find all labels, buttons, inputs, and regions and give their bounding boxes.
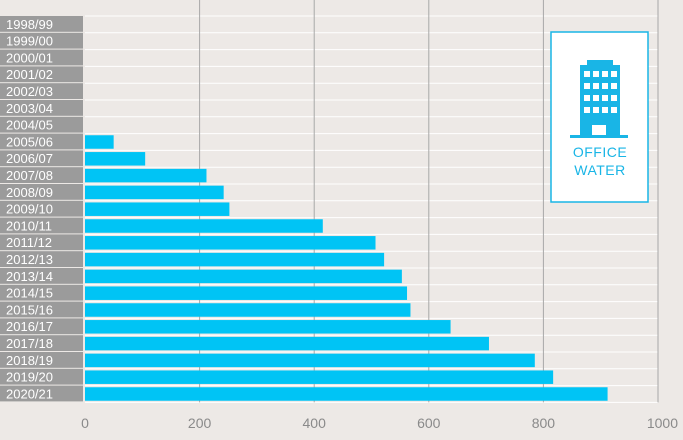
category-label: 2007/08 <box>6 168 53 183</box>
bar <box>85 135 114 149</box>
bar <box>85 219 323 233</box>
bar <box>85 152 146 166</box>
bar <box>85 387 608 401</box>
category-label-bg <box>0 301 83 318</box>
category-label-bg <box>0 200 83 217</box>
category-label-bg <box>0 335 83 351</box>
category-label: 2008/09 <box>6 185 53 200</box>
category-label: 2017/18 <box>6 336 53 351</box>
bar <box>85 370 554 384</box>
category-label-bg <box>0 116 83 133</box>
category-label: 2004/05 <box>6 118 53 133</box>
category-label-bg <box>0 217 83 234</box>
category-label-bg <box>0 368 83 385</box>
category-label: 2010/11 <box>6 218 52 233</box>
x-tick-label: 200 <box>188 415 212 431</box>
x-axis-tick-layer: 0 200 400 600 800 1000 <box>81 415 678 431</box>
category-label-bg <box>0 150 83 167</box>
category-label-bg <box>0 284 83 301</box>
category-label-bg <box>0 167 83 183</box>
bar <box>85 336 489 351</box>
bar <box>85 185 224 200</box>
bar <box>85 236 376 250</box>
category-label: 2019/20 <box>6 370 53 385</box>
category-label-bg <box>0 16 83 32</box>
category-label: 2018/19 <box>6 353 53 368</box>
bar <box>85 252 385 267</box>
category-label-bg <box>0 133 83 150</box>
category-label: 2009/10 <box>6 202 53 217</box>
legend-line2: WATER <box>574 162 626 178</box>
bar <box>85 286 408 300</box>
category-label: 2003/04 <box>6 101 53 116</box>
category-label: 1999/00 <box>6 34 53 49</box>
category-label: 2015/16 <box>6 302 53 317</box>
x-tick-label: 0 <box>81 415 89 431</box>
bar <box>85 168 207 183</box>
bar <box>85 202 230 216</box>
bar <box>85 353 535 368</box>
category-label: 2005/06 <box>6 134 53 149</box>
category-label-bg <box>0 83 83 99</box>
category-label-bg <box>0 318 83 335</box>
x-tick-label: 1000 <box>647 415 678 431</box>
category-label-bg <box>0 184 83 200</box>
category-label: 2020/21 <box>6 386 53 401</box>
category-label: 2011/12 <box>6 235 52 250</box>
x-tick-label: 800 <box>532 415 556 431</box>
bar <box>85 303 411 317</box>
bar <box>85 320 451 334</box>
category-label-bg <box>0 385 83 402</box>
bar <box>85 269 402 284</box>
category-label-bg <box>0 234 83 251</box>
category-label: 2014/15 <box>6 286 53 301</box>
category-label-bg <box>0 251 83 267</box>
x-tick-label: 600 <box>417 415 441 431</box>
category-label: 2016/17 <box>6 319 53 334</box>
bar-layer <box>85 135 608 401</box>
category-label-bg <box>0 268 83 284</box>
category-label-bg <box>0 352 83 368</box>
x-tick-label: 400 <box>303 415 327 431</box>
office-building-icon <box>570 60 628 138</box>
grid-layer <box>85 0 659 403</box>
category-label: 2000/01 <box>6 50 53 65</box>
category-label-bg <box>0 49 83 66</box>
category-label-bg <box>0 66 83 83</box>
category-label: 2002/03 <box>6 84 53 99</box>
category-label-bg <box>0 100 83 116</box>
category-label: 2012/13 <box>6 252 53 267</box>
category-label-bg <box>0 32 83 49</box>
category-label: 2001/02 <box>6 67 53 82</box>
legend-line1: OFFICE <box>573 144 627 160</box>
category-label: 2006/07 <box>6 151 53 166</box>
legend-box: OFFICE WATER <box>550 31 649 203</box>
category-label: 2013/14 <box>6 269 53 284</box>
category-label: 1998/99 <box>6 17 53 32</box>
